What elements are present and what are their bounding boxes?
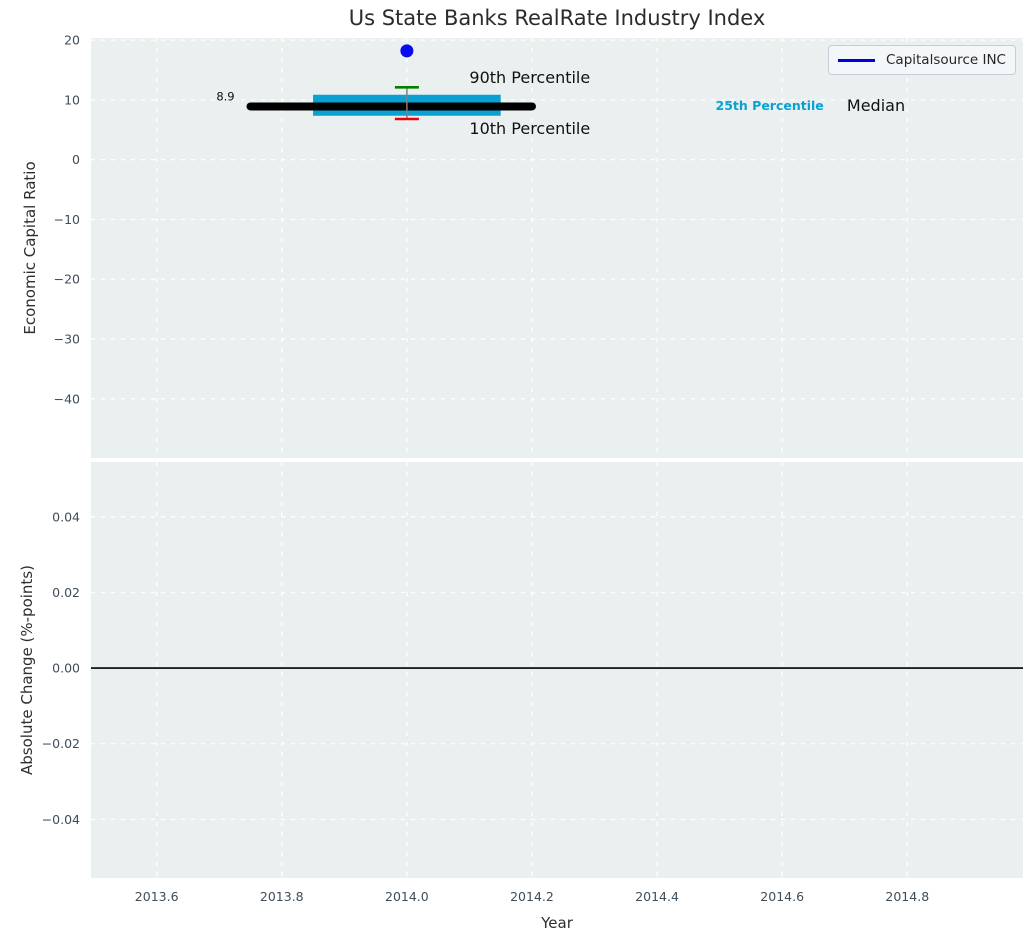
chart-title: Us State Banks RealRate Industry Index [348,6,766,30]
y-tick-label: 0.04 [52,509,80,524]
company-point [400,44,414,58]
x-tick-label: 2014.6 [760,889,804,904]
x-tick-label: 2013.6 [135,889,179,904]
plot-background [91,462,1023,878]
top-y-axis-label: Economic Capital Ratio [21,161,39,335]
y-tick-label: −30 [54,332,80,347]
y-tick-label: −40 [54,391,80,406]
y-tick-label: −20 [54,272,80,287]
x-tick-label: 2014.0 [385,889,429,904]
y-tick-label: 0 [72,152,80,167]
y-tick-label: 10 [64,92,80,107]
y-tick-label: −0.02 [42,736,80,751]
plot-background [91,38,1023,458]
annotation-p25-label: 25th Percentile [715,98,824,114]
annotation-median-value-label: 8.9 [216,89,235,104]
x-axis-label: Year [541,914,573,932]
legend: Capitalsource INC [828,45,1016,75]
annotation-median-label: Median [846,96,906,116]
legend-label: Capitalsource INC [886,52,1006,68]
x-tick-label: 2014.2 [510,889,554,904]
y-tick-label: −10 [54,212,80,227]
x-tick-label: 2013.8 [260,889,304,904]
bottom-y-axis-label: Absolute Change (%-points) [18,565,36,775]
y-tick-label: 0.02 [52,585,80,600]
y-tick-label: 0.00 [52,661,80,676]
annotation-p10-label: 10th Percentile [469,119,591,139]
annotation-p90-label: 90th Percentile [469,67,591,87]
x-tick-label: 2014.4 [635,889,679,904]
y-tick-label: −0.04 [42,812,80,827]
y-tick-label: 20 [64,33,80,48]
legend-line-swatch [838,58,875,62]
x-tick-label: 2014.8 [885,889,929,904]
